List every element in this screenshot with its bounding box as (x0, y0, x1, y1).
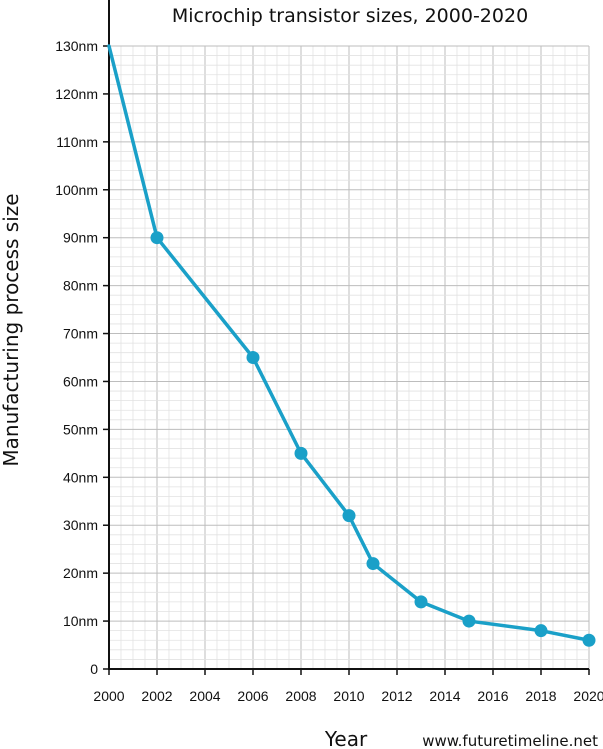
data-point (366, 557, 380, 571)
data-point (342, 509, 356, 523)
axes (103, 0, 590, 675)
x-tick-label: 2008 (285, 688, 316, 704)
x-tick-label: 2000 (93, 688, 124, 704)
y-tick-label: 70nm (63, 326, 98, 342)
x-tick-label: 2010 (333, 688, 364, 704)
y-tick-label: 80nm (63, 278, 98, 294)
y-tick-label: 40nm (63, 469, 98, 485)
y-tick-label: 0 (90, 661, 98, 677)
y-tick-label: 30nm (63, 517, 98, 533)
x-tick-label: 2020 (573, 688, 603, 704)
data-point (294, 446, 308, 460)
x-tick-label: 2018 (525, 688, 556, 704)
x-axis-label: Year (324, 727, 368, 749)
series-line (107, 44, 591, 642)
credit-text: www.futuretimeline.net (422, 732, 598, 749)
y-axis-label: Manufacturing process size (0, 193, 23, 466)
x-tick-label: 2012 (381, 688, 412, 704)
chart-title: Microchip transistor sizes, 2000-2020 (172, 5, 528, 27)
y-tick-label: 110nm (56, 134, 98, 150)
data-point (414, 595, 428, 609)
y-tick-label: 60nm (63, 373, 98, 389)
grid (108, 45, 590, 670)
y-tick-label: 130nm (55, 38, 98, 54)
data-point (462, 614, 476, 628)
y-tick-label: 20nm (63, 565, 98, 581)
data-point (534, 624, 548, 638)
data-point (582, 633, 596, 647)
y-tick-label: 100nm (55, 182, 98, 198)
data-point (246, 351, 260, 364)
data-point (150, 231, 164, 245)
x-tick-label: 2016 (477, 688, 508, 704)
x-tick-label: 2004 (189, 688, 220, 704)
y-tick-label: 120nm (55, 86, 98, 102)
x-tick-label: 2006 (237, 688, 268, 704)
x-tick-labels: 2000 2002 2004 2006 2008 2010 2012 2014 2016 2018… (93, 688, 603, 704)
series (107, 44, 596, 647)
y-tick-labels: 0 10nm 20nm 30nm 40nm 50nm 60nm 70nm 80nm 90nm 100… (55, 38, 98, 677)
x-tick-label: 2002 (141, 688, 172, 704)
y-tick-label: 90nm (63, 230, 98, 246)
x-tick-label: 2014 (429, 688, 460, 704)
y-tick-label: 10nm (63, 613, 98, 629)
y-tick-label: 50nm (63, 421, 98, 437)
